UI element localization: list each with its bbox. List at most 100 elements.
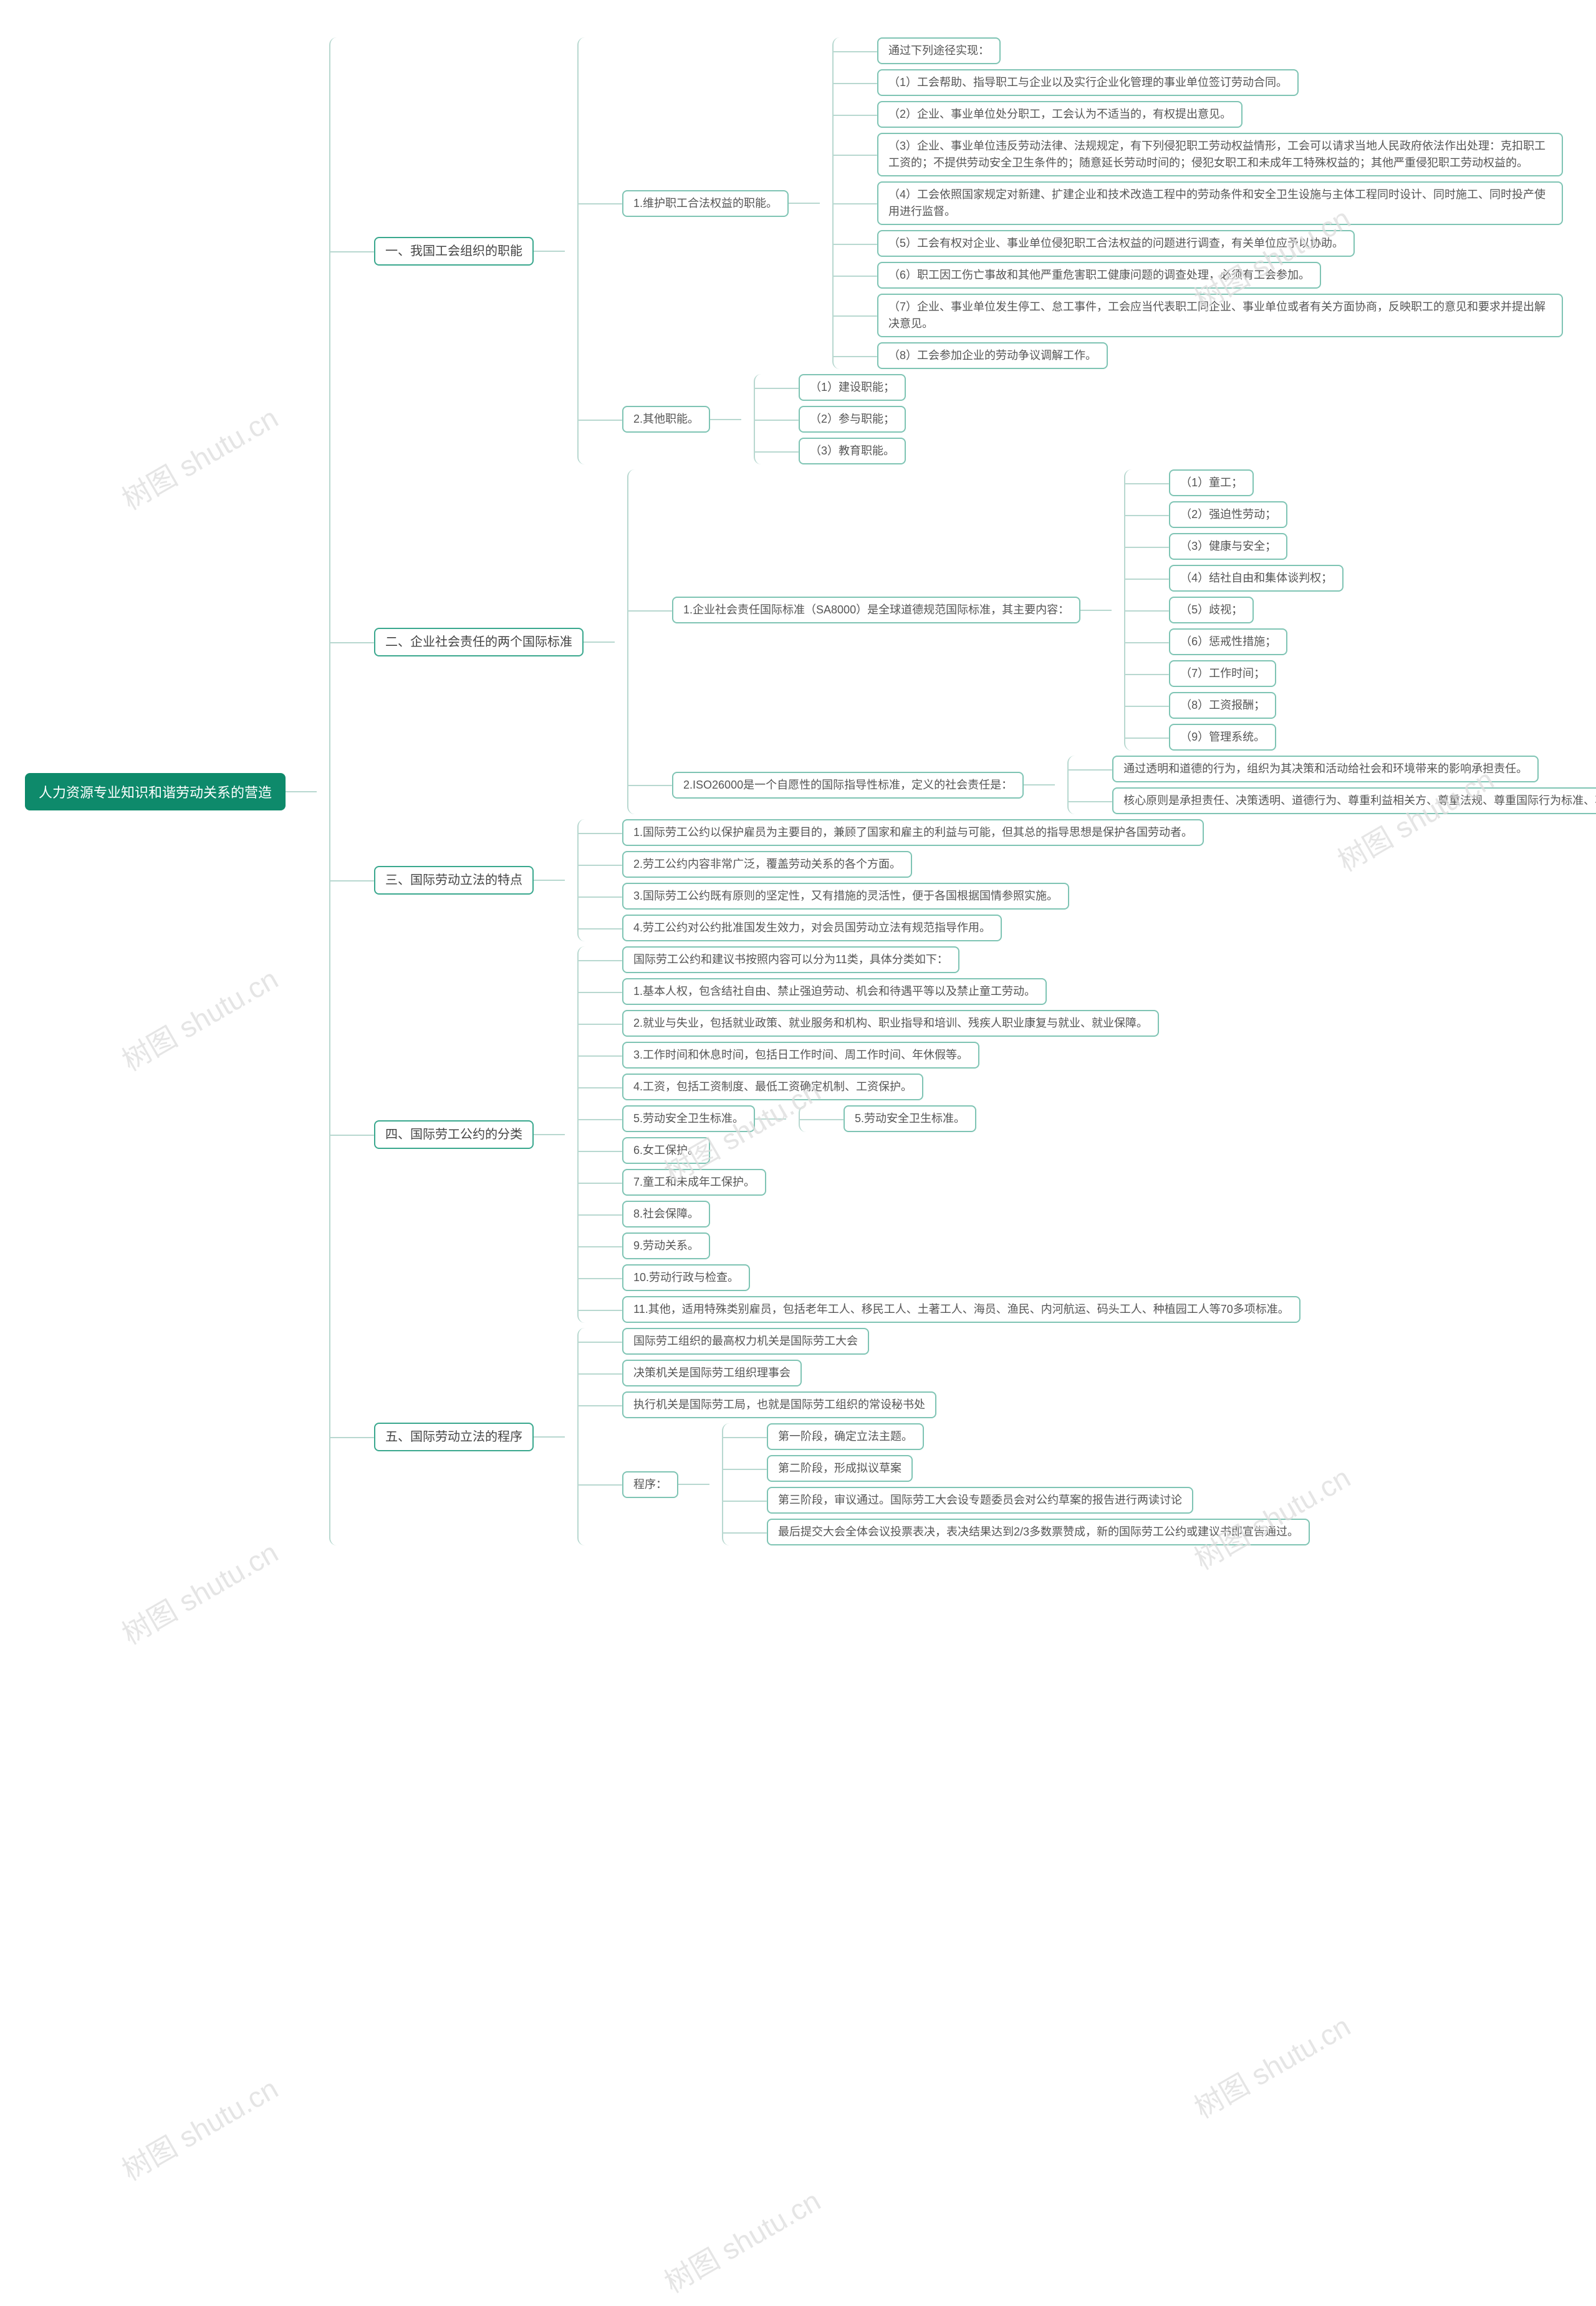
watermark: 树图 shutu.cn	[113, 2067, 284, 2189]
branch: 执行机关是国际劳工局，也就是国际劳工组织的常设秘书处	[579, 1391, 1310, 1418]
leaf-node: 通过下列途径实现：	[877, 37, 1001, 64]
leaf-node: （1）建设职能；	[799, 374, 906, 401]
leaf-node: （3）教育职能。	[799, 438, 906, 464]
connector	[330, 469, 374, 814]
leaf-node: 1.维护职工合法权益的职能。	[622, 190, 789, 217]
children-column: 1.国际劳工公约以保护雇员为主要目的，兼顾了国家和雇主的利益与可能，但其总的指导…	[577, 819, 1204, 941]
branch: （1）建设职能；	[755, 374, 906, 401]
leaf-node: （6）职工因工伤亡事故和其他严重危害职工健康问题的调查处理，必须有工会参加。	[877, 262, 1321, 289]
leaf-node: （1）工会帮助、指导职工与企业以及实行企业化管理的事业单位签订劳动合同。	[877, 69, 1299, 96]
connector	[534, 880, 565, 881]
connector	[1125, 533, 1169, 560]
branch: 9.劳动关系。	[579, 1232, 1300, 1259]
connector	[834, 342, 877, 369]
leaf-node: 5.劳动安全卫生标准。	[844, 1105, 976, 1132]
branch: 5.劳动安全卫生标准。	[800, 1105, 976, 1132]
branch: 11.其他，适用特殊类别雇员，包括老年工人、移民工人、土著工人、海员、渔民、内河…	[579, 1296, 1300, 1323]
root-node: 人力资源专业知识和谐劳动关系的营造	[25, 773, 286, 810]
branch: （5）歧视；	[1125, 597, 1344, 623]
leaf-node: 通过透明和道德的行为，组织为其决策和活动给社会和环境带来的影响承担责任。	[1112, 756, 1539, 782]
branch: （7）工作时间；	[1125, 660, 1344, 687]
leaf-node: 最后提交大会全体会议投票表决，表决结果达到2/3多数票赞成，新的国际劳工公约或建…	[767, 1519, 1310, 1545]
connector	[755, 1118, 786, 1120]
leaf-node: 第二阶段，形成拟议草案	[767, 1455, 913, 1482]
branch: 第三阶段，审议通过。国际劳工大会设专题委员会对公约草案的报告进行两读讨论	[723, 1487, 1310, 1514]
leaf-node: 6.女工保护。	[622, 1137, 710, 1164]
connector	[678, 1484, 709, 1485]
connector	[579, 1264, 622, 1291]
leaf-node: （4）工会依照国家规定对新建、扩建企业和技术改造工程中的劳动条件和安全卫生设施与…	[877, 181, 1563, 225]
leaf-node: 2.ISO26000是一个自愿性的国际指导性标准，定义的社会责任是：	[672, 772, 1024, 799]
leaf-node: （1）童工；	[1169, 469, 1254, 496]
leaf-node: 第一阶段，确定立法主题。	[767, 1423, 924, 1450]
leaf-node: 国际劳工公约和建议书按照内容可以分为11类，具体分类如下：	[622, 946, 959, 973]
leaf-node: 3.国际劳工公约既有原则的坚定性，又有措施的灵活性，便于各国根据国情参照实施。	[622, 883, 1069, 910]
connector	[330, 37, 374, 464]
connector	[755, 438, 799, 464]
branch: 三、国际劳动立法的特点 1.国际劳工公约以保护雇员为主要目的，兼顾了国家和雇主的利…	[330, 819, 1596, 941]
connector	[834, 230, 877, 257]
leaf-node: 2.劳工公约内容非常广泛，覆盖劳动关系的各个方面。	[622, 851, 912, 878]
level1-node: 四、国际劳工公约的分类	[374, 1120, 534, 1149]
branch: 一、我国工会组织的职能 1.维护职工合法权益的职能。 通过下列途径实现： （1）工会帮…	[330, 37, 1596, 464]
connector	[579, 978, 622, 1005]
leaf-node: 1.基本人权，包含结社自由、禁止强迫劳动、机会和待遇平等以及禁止童工劳动。	[622, 978, 1047, 1005]
branch: 1.基本人权，包含结社自由、禁止强迫劳动、机会和待遇平等以及禁止童工劳动。	[579, 978, 1300, 1005]
branch: 五、国际劳动立法的程序 国际劳工组织的最高权力机关是国际劳工大会决策机关是国际劳工…	[330, 1328, 1596, 1545]
leaf-node: （4）结社自由和集体谈判权；	[1169, 565, 1344, 592]
leaf-node: 10.劳动行政与检查。	[622, 1264, 750, 1291]
connector	[579, 1328, 622, 1355]
connector	[1069, 756, 1112, 782]
branch: （1）童工；	[1125, 469, 1344, 496]
branch: 第二阶段，形成拟议草案	[723, 1455, 1310, 1482]
leaf-node: （9）管理系统。	[1169, 724, 1276, 751]
level1-node: 五、国际劳动立法的程序	[374, 1423, 534, 1451]
connector	[579, 1232, 622, 1259]
connector	[1125, 724, 1169, 751]
branch: 4.劳工公约对公约批准国发生效力，对会员国劳动立法有规范指导作用。	[579, 915, 1204, 941]
leaf-node: （2）强迫性劳动；	[1169, 501, 1287, 528]
leaf-node: （8）工会参加企业的劳动争议调解工作。	[877, 342, 1108, 369]
connector	[723, 1519, 767, 1545]
connector	[579, 1296, 622, 1323]
leaf-node: （5）工会有权对企业、事业单位侵犯职工合法权益的问题进行调查，有关单位应予以协助…	[877, 230, 1355, 257]
connector	[534, 1436, 565, 1438]
root-connector	[286, 791, 317, 792]
branch: 2.ISO26000是一个自愿性的国际指导性标准，定义的社会责任是： 通过透明和道…	[628, 756, 1596, 814]
branch: 1.企业社会责任国际标准（SA8000）是全球道德规范国际标准，其主要内容：（1…	[628, 469, 1596, 751]
branch: （7）企业、事业单位发生停工、怠工事件，工会应当代表职工同企业、事业单位或者有关…	[834, 294, 1563, 337]
leaf-node: 8.社会保障。	[622, 1201, 710, 1227]
connector	[579, 1105, 622, 1132]
leaf-node: （7）企业、事业单位发生停工、怠工事件，工会应当代表职工同企业、事业单位或者有关…	[877, 294, 1563, 337]
branch: 国际劳工公约和建议书按照内容可以分为11类，具体分类如下：	[579, 946, 1300, 973]
level1-container: 一、我国工会组织的职能 1.维护职工合法权益的职能。 通过下列途径实现： （1）工会帮…	[329, 37, 1596, 1545]
branch: 3.工作时间和休息时间，包括日工作时间、周工作时间、年休假等。	[579, 1042, 1300, 1069]
branch: 10.劳动行政与检查。	[579, 1264, 1300, 1291]
branch: 1.国际劳工公约以保护雇员为主要目的，兼顾了国家和雇主的利益与可能，但其总的指导…	[579, 819, 1204, 846]
connector	[628, 756, 672, 814]
branch: 1.维护职工合法权益的职能。 通过下列途径实现： （1）工会帮助、指导职工与企业以及…	[579, 37, 1563, 369]
branch: （1）工会帮助、指导职工与企业以及实行企业化管理的事业单位签订劳动合同。	[834, 69, 1563, 96]
branch: 6.女工保护。	[579, 1137, 1300, 1164]
children-column: 国际劳工组织的最高权力机关是国际劳工大会决策机关是国际劳工组织理事会执行机关是国…	[577, 1328, 1310, 1545]
connector	[579, 1201, 622, 1227]
leaf-node: 5.劳动安全卫生标准。	[622, 1105, 755, 1132]
connector	[710, 419, 741, 420]
level1-node: 一、我国工会组织的职能	[374, 237, 534, 266]
children-column: （1）童工；（2）强迫性劳动；（3）健康与安全；（4）结社自由和集体谈判权；（5…	[1124, 469, 1344, 751]
children-column: 国际劳工公约和建议书按照内容可以分为11类，具体分类如下： 1.基本人权，包含结社…	[577, 946, 1300, 1323]
branch: 3.国际劳工公约既有原则的坚定性，又有措施的灵活性，便于各国根据国情参照实施。	[579, 883, 1204, 910]
level1-node: 二、企业社会责任的两个国际标准	[374, 628, 584, 656]
branch: 通过透明和道德的行为，组织为其决策和活动给社会和环境带来的影响承担责任。	[1069, 756, 1596, 782]
level1-node: 三、国际劳动立法的特点	[374, 866, 534, 895]
connector	[1125, 660, 1169, 687]
leaf-node: （7）工作时间；	[1169, 660, 1276, 687]
branch: （6）职工因工伤亡事故和其他严重危害职工健康问题的调查处理，必须有工会参加。	[834, 262, 1563, 289]
branch: 最后提交大会全体会议投票表决，表决结果达到2/3多数票赞成，新的国际劳工公约或建…	[723, 1519, 1310, 1545]
leaf-node: （8）工资报酬；	[1169, 692, 1276, 719]
branch: 程序：第一阶段，确定立法主题。第二阶段，形成拟议草案第三阶段，审议通过。国际劳工…	[579, 1423, 1310, 1545]
branch: （3）教育职能。	[755, 438, 906, 464]
connector	[584, 641, 615, 643]
connector	[628, 469, 672, 751]
branch: （4）工会依照国家规定对新建、扩建企业和技术改造工程中的劳动条件和安全卫生设施与…	[834, 181, 1563, 225]
